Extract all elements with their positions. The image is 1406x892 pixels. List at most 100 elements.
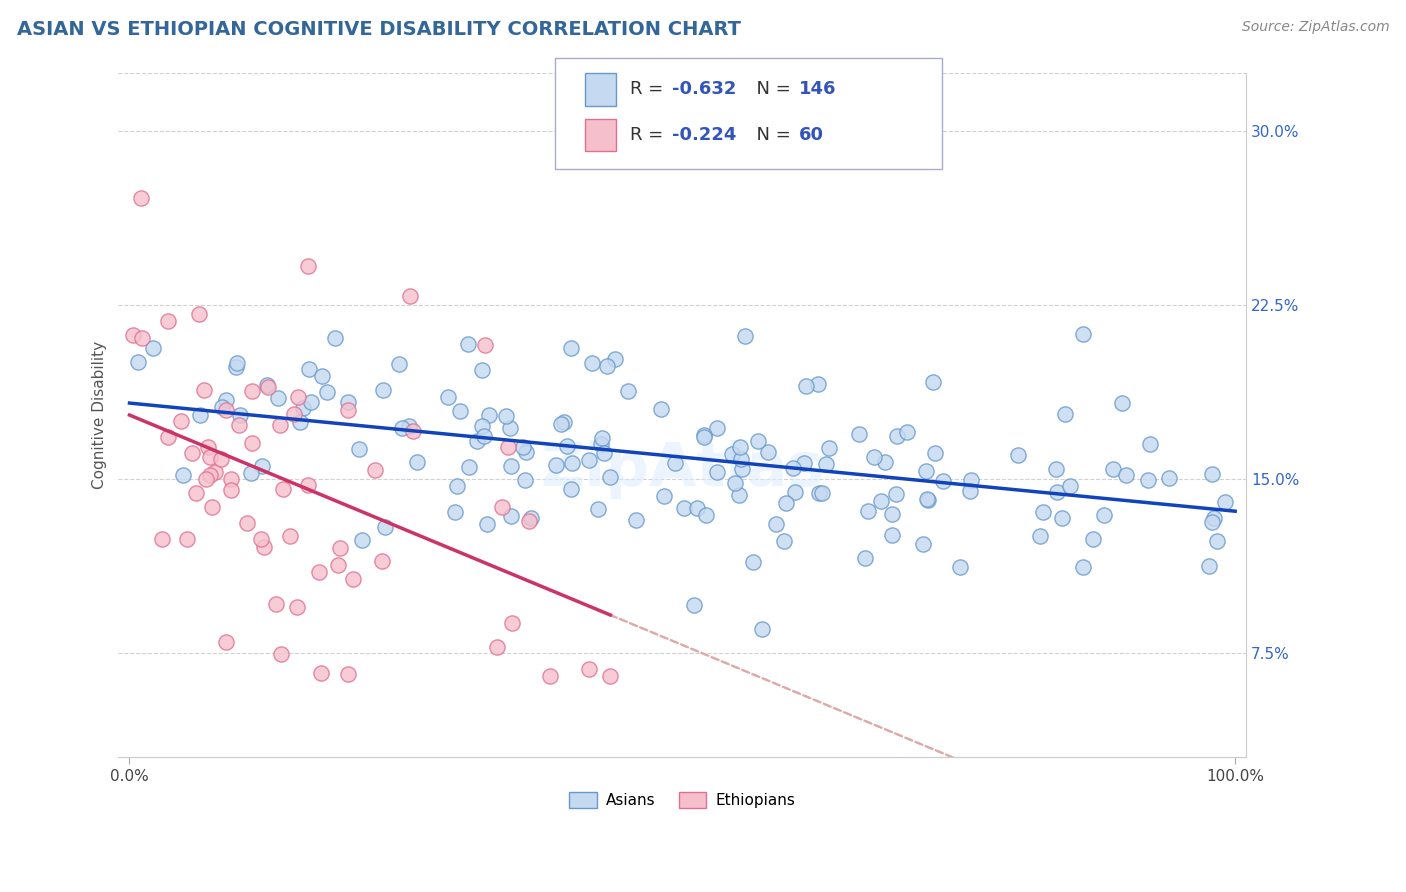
Point <box>810 486 832 500</box>
Point <box>201 500 224 514</box>
Point <box>150 532 173 546</box>
Point <box>949 560 972 574</box>
Point <box>374 520 396 534</box>
Point <box>686 500 709 515</box>
Point <box>477 516 499 531</box>
Point <box>595 359 617 374</box>
Point <box>1201 467 1223 481</box>
Text: ZipAtlas: ZipAtlas <box>540 440 824 500</box>
Point <box>326 558 349 573</box>
Point <box>765 517 787 532</box>
Text: R =: R = <box>630 126 669 144</box>
Point <box>226 356 249 370</box>
Point <box>853 551 876 566</box>
Point <box>856 504 879 518</box>
Point <box>256 380 278 394</box>
Point <box>1046 485 1069 500</box>
Point <box>200 450 222 465</box>
Point <box>932 474 955 488</box>
Point <box>215 392 238 407</box>
Point <box>1111 396 1133 410</box>
Y-axis label: Cognitive Disability: Cognitive Disability <box>93 341 107 489</box>
Point <box>471 418 494 433</box>
Point <box>299 395 322 409</box>
Point <box>706 465 728 479</box>
Point <box>250 532 273 546</box>
Point <box>219 483 242 497</box>
Point <box>1045 462 1067 476</box>
Text: -0.224: -0.224 <box>672 126 737 144</box>
Point <box>291 401 314 416</box>
Point <box>176 532 198 546</box>
Point <box>271 482 294 496</box>
Point <box>240 384 263 398</box>
Point <box>512 440 534 454</box>
Point <box>1092 508 1115 522</box>
Point <box>457 337 479 351</box>
Point <box>730 451 752 466</box>
Point <box>624 513 647 527</box>
Point <box>270 648 292 662</box>
Text: 146: 146 <box>799 80 837 98</box>
Point <box>617 384 640 399</box>
Point <box>560 482 582 496</box>
Point <box>1115 467 1137 482</box>
Point <box>221 472 243 486</box>
Point <box>157 314 180 328</box>
Point <box>491 500 513 515</box>
Point <box>793 456 815 470</box>
Point <box>256 378 278 392</box>
Point <box>336 667 359 681</box>
Point <box>782 460 804 475</box>
Point <box>917 493 939 508</box>
Point <box>316 384 339 399</box>
Point <box>695 508 717 522</box>
Point <box>308 565 330 579</box>
Point <box>555 439 578 453</box>
Point <box>775 496 797 510</box>
Point <box>437 390 460 404</box>
Point <box>457 460 479 475</box>
Point <box>886 487 908 501</box>
Point <box>591 431 613 445</box>
Point <box>1007 448 1029 462</box>
Point <box>269 417 291 432</box>
Point <box>924 446 946 460</box>
Point <box>517 514 540 528</box>
Point <box>198 467 221 482</box>
Point <box>808 486 831 500</box>
Point <box>129 191 152 205</box>
Point <box>673 500 696 515</box>
Point <box>264 597 287 611</box>
Point <box>693 430 716 444</box>
Point <box>682 598 704 612</box>
Point <box>188 307 211 321</box>
Point <box>215 402 238 417</box>
Point <box>342 572 364 586</box>
Point <box>472 428 495 442</box>
Point <box>756 445 779 459</box>
Point <box>818 441 841 455</box>
Point <box>873 455 896 469</box>
Point <box>444 505 467 519</box>
Point <box>728 440 751 454</box>
Point <box>278 529 301 543</box>
Point <box>122 328 145 343</box>
Point <box>550 417 572 431</box>
Point <box>581 356 603 370</box>
Point <box>741 556 763 570</box>
Point <box>727 488 749 502</box>
Point <box>896 425 918 439</box>
Point <box>886 428 908 442</box>
Point <box>650 401 672 416</box>
Point <box>914 465 936 479</box>
Point <box>142 341 165 355</box>
Point <box>197 440 219 454</box>
Point <box>578 662 600 676</box>
Point <box>184 485 207 500</box>
Point <box>311 666 333 681</box>
Point <box>1157 471 1180 485</box>
Point <box>449 404 471 418</box>
Text: R =: R = <box>630 80 669 98</box>
Point <box>922 376 945 390</box>
